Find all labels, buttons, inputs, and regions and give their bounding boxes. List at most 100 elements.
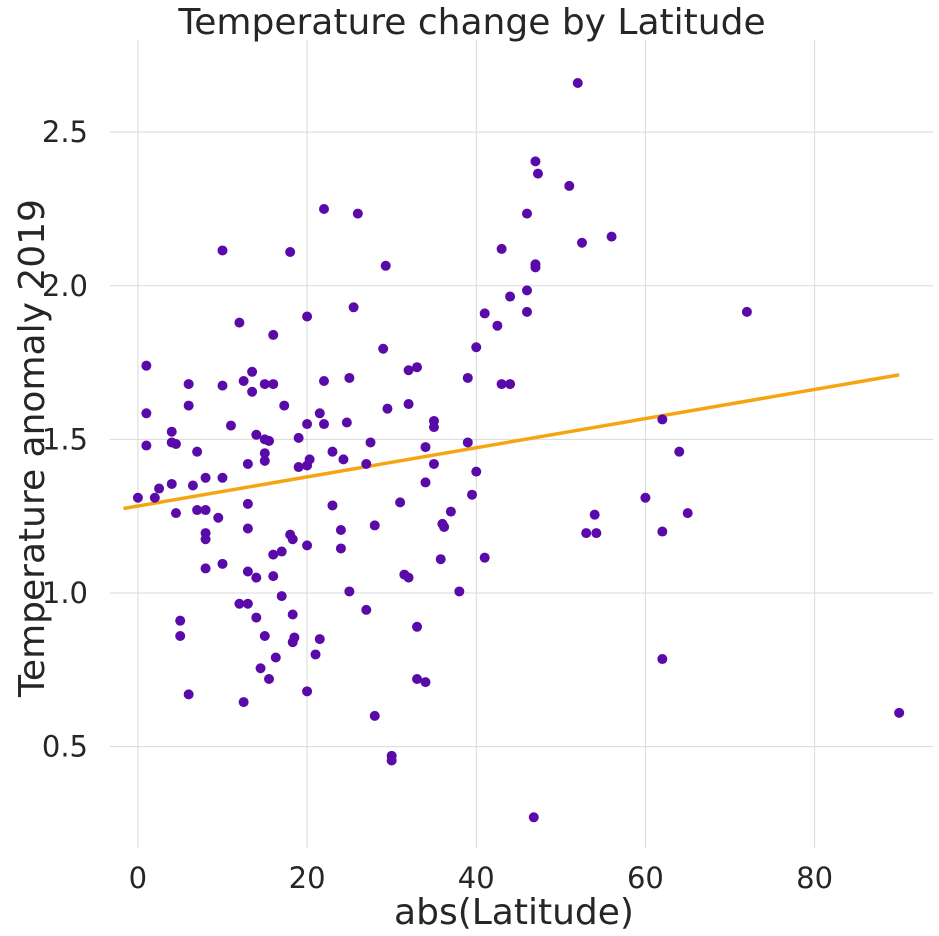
data-point <box>251 612 262 623</box>
data-point <box>657 414 668 425</box>
data-point <box>268 379 279 390</box>
data-point <box>293 432 304 443</box>
data-point <box>496 379 507 390</box>
data-point <box>141 440 152 451</box>
data-point <box>403 399 414 410</box>
data-point <box>192 505 203 516</box>
x-tick-label: 40 <box>458 861 495 895</box>
data-point <box>532 168 543 179</box>
data-point <box>479 308 490 319</box>
data-point <box>200 563 211 574</box>
data-point <box>259 631 270 642</box>
data-point <box>170 439 181 449</box>
x-axis-label: abs(Latitude) <box>394 892 634 933</box>
data-point <box>581 528 592 539</box>
y-tick-label: 1.5 <box>42 422 88 456</box>
data-point <box>242 523 253 534</box>
data-point <box>276 591 287 602</box>
data-point <box>412 362 423 373</box>
data-point <box>200 534 211 545</box>
data-point <box>344 586 355 597</box>
data-point <box>132 492 143 503</box>
data-point <box>279 400 290 411</box>
data-point <box>183 400 194 411</box>
y-axis-label: Temperature anomaly 2019 <box>12 199 53 698</box>
data-point <box>403 572 414 583</box>
data-point <box>640 492 651 503</box>
data-point <box>289 632 300 643</box>
data-point <box>682 508 693 519</box>
data-point <box>276 546 287 557</box>
data-point <box>435 554 446 565</box>
data-point <box>175 631 186 642</box>
data-point <box>378 343 389 354</box>
data-point <box>521 285 532 296</box>
data-point <box>894 707 905 718</box>
data-point <box>369 520 380 531</box>
data-point <box>674 446 685 457</box>
data-point <box>657 654 668 665</box>
data-point <box>217 380 228 391</box>
data-point <box>270 652 281 663</box>
data-point <box>521 306 532 317</box>
data-point <box>412 674 423 685</box>
y-tick-label: 2.5 <box>42 115 88 149</box>
y-tick-label: 2.0 <box>42 269 88 303</box>
data-point <box>141 360 152 371</box>
data-point <box>505 379 516 390</box>
data-point <box>302 419 313 430</box>
y-tick-labels: 0.5 1.0 1.5 2.0 2.5 <box>42 115 88 763</box>
data-point <box>403 365 414 376</box>
data-point <box>302 686 313 697</box>
data-point <box>268 329 279 340</box>
data-point <box>302 540 313 551</box>
data-point <box>192 446 203 457</box>
data-point <box>335 543 346 554</box>
data-point <box>187 480 198 491</box>
data-point <box>251 429 262 440</box>
data-point <box>327 500 338 511</box>
data-point <box>361 604 372 615</box>
data-point <box>386 755 397 766</box>
data-point <box>564 180 575 191</box>
data-point <box>175 615 186 626</box>
data-point <box>251 572 262 583</box>
data-point <box>154 483 165 494</box>
data-point <box>242 498 253 509</box>
data-point <box>380 260 391 271</box>
data-point <box>200 472 211 483</box>
grid-lines <box>110 40 933 848</box>
data-point <box>141 408 152 419</box>
data-point <box>657 526 668 537</box>
data-point <box>420 442 431 453</box>
data-point <box>471 342 482 353</box>
data-point <box>528 812 539 823</box>
regression-line <box>123 373 900 511</box>
data-point <box>247 386 258 397</box>
data-point <box>454 586 465 597</box>
y-tick-label: 0.5 <box>42 730 88 764</box>
data-point <box>420 677 431 688</box>
data-point <box>352 208 363 219</box>
data-point <box>255 663 266 674</box>
data-point <box>304 454 315 465</box>
data-point <box>225 420 236 431</box>
data-point <box>591 528 602 539</box>
data-point <box>576 237 587 248</box>
data-point <box>268 571 279 582</box>
data-point <box>259 448 270 459</box>
data-point <box>242 598 253 609</box>
x-tick-label: 20 <box>289 861 326 895</box>
data-point <box>741 306 752 317</box>
data-point <box>341 417 352 428</box>
data-point <box>530 262 541 273</box>
data-point <box>412 621 423 632</box>
data-point <box>183 379 194 390</box>
data-point <box>200 505 211 516</box>
data-point <box>335 525 346 536</box>
data-point <box>293 462 304 473</box>
data-point <box>462 437 473 448</box>
data-point <box>238 376 249 387</box>
data-point <box>242 566 253 577</box>
